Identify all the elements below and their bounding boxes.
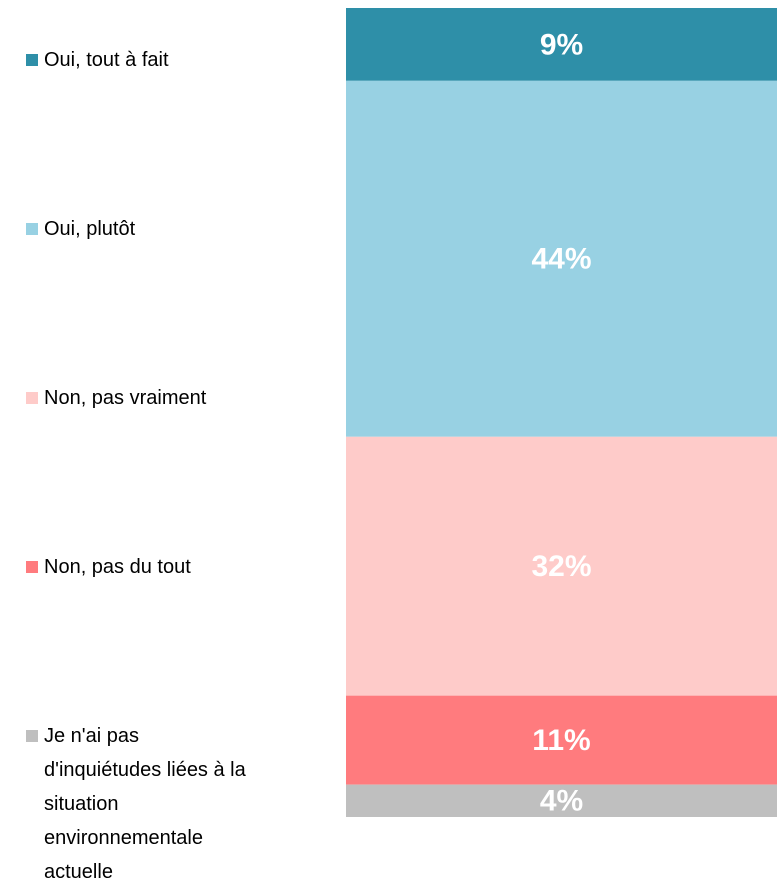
legend-swatch	[26, 730, 38, 742]
bar-segment	[346, 695, 777, 785]
legend-swatch	[26, 392, 38, 404]
legend-label: Non, pas vraiment	[44, 387, 207, 409]
data-label: 32%	[531, 550, 591, 583]
data-label: 11%	[532, 724, 590, 757]
bar-segment	[346, 436, 777, 696]
legend-label: Oui, tout à fait	[44, 49, 169, 71]
bar-segment	[346, 80, 777, 437]
legend-label: Oui, plutôt	[44, 218, 136, 240]
legend-label: Je n'ai pas d'inquiétudes liées à la sit…	[44, 725, 246, 883]
bar-segment	[346, 784, 777, 817]
data-label: 9%	[540, 28, 583, 61]
legend-label: Non, pas du tout	[44, 556, 191, 578]
data-label: 44%	[531, 243, 591, 276]
legend-swatch	[26, 223, 38, 235]
bar-segment	[346, 8, 777, 81]
legend-swatch	[26, 54, 38, 66]
data-label: 4%	[540, 785, 583, 818]
legend-swatch	[26, 561, 38, 573]
